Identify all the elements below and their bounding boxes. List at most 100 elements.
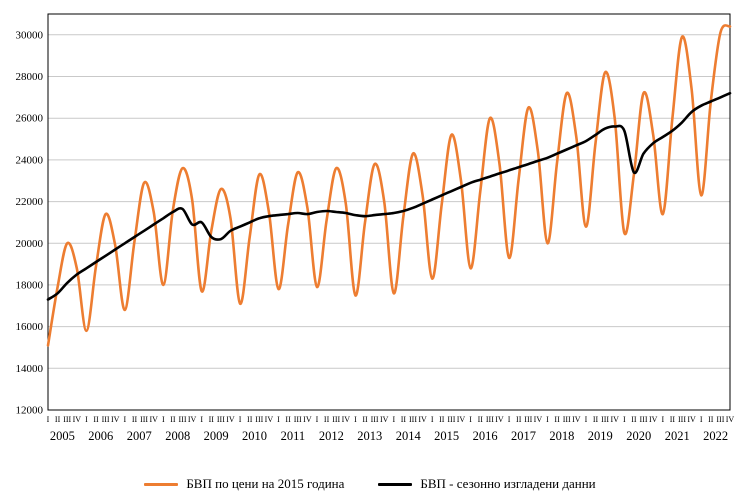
svg-text:2012: 2012	[319, 429, 344, 443]
legend-item-gdp-current: БВП по цени на 2015 година	[144, 476, 344, 492]
svg-text:IV: IV	[726, 415, 735, 424]
svg-text:I: I	[200, 415, 203, 424]
svg-text:III: III	[640, 415, 648, 424]
svg-text:III: III	[678, 415, 686, 424]
svg-text:III: III	[447, 415, 455, 424]
svg-text:IV: IV	[188, 415, 197, 424]
svg-text:III: III	[332, 415, 340, 424]
svg-text:III: III	[486, 415, 494, 424]
svg-text:II: II	[93, 415, 99, 424]
svg-text:IV: IV	[649, 415, 658, 424]
svg-text:IV: IV	[303, 415, 312, 424]
svg-text:IV: IV	[380, 415, 389, 424]
svg-text:III: III	[179, 415, 187, 424]
svg-text:I: I	[392, 415, 395, 424]
svg-text:12000: 12000	[16, 405, 44, 417]
svg-text:2011: 2011	[281, 429, 306, 443]
svg-text:22000: 22000	[16, 196, 44, 208]
svg-text:III: III	[409, 415, 417, 424]
svg-text:II: II	[285, 415, 291, 424]
gdp-current-line-swatch	[144, 482, 179, 486]
chart-plot-area: 12000 14000 16000 18000 20000 22000 24000 26000…	[16, 13, 735, 443]
legend-label-gdp-adjusted: БВП - сезонно изгладени данни	[420, 476, 596, 491]
svg-text:IV: IV	[149, 415, 158, 424]
svg-text:III: III	[255, 415, 263, 424]
svg-text:I: I	[162, 415, 165, 424]
svg-text:2014: 2014	[396, 429, 422, 443]
svg-text:II: II	[132, 415, 138, 424]
svg-text:II: II	[401, 415, 407, 424]
svg-text:II: II	[670, 415, 676, 424]
svg-text:IV: IV	[342, 415, 351, 424]
svg-text:2007: 2007	[127, 429, 152, 443]
svg-text:IV: IV	[534, 415, 543, 424]
y-axis-labels: 12000 14000 16000 18000 20000 22000 24000 26000…	[16, 29, 44, 416]
svg-text:2019: 2019	[588, 429, 613, 443]
svg-text:14000: 14000	[16, 363, 44, 375]
svg-text:2009: 2009	[204, 429, 229, 443]
gridlines	[48, 34, 730, 369]
svg-text:I: I	[47, 415, 50, 424]
svg-text:26000: 26000	[16, 113, 44, 125]
svg-text:I: I	[123, 415, 126, 424]
svg-text:IV: IV	[265, 415, 274, 424]
svg-text:III: III	[716, 415, 724, 424]
svg-text:IV: IV	[610, 415, 619, 424]
series-line-0	[46, 24, 732, 347]
svg-text:III: III	[371, 415, 379, 424]
svg-text:II: II	[362, 415, 368, 424]
svg-text:IV: IV	[495, 415, 504, 424]
svg-text:I: I	[85, 415, 88, 424]
svg-text:18000: 18000	[16, 279, 44, 291]
svg-text:II: II	[708, 415, 714, 424]
svg-text:I: I	[469, 415, 472, 424]
svg-text:24000: 24000	[16, 154, 44, 166]
svg-text:2018: 2018	[549, 429, 574, 443]
chart-legend: БВП по цени на 2015 година БВП - сезонно…	[0, 476, 740, 492]
svg-text:2017: 2017	[511, 429, 536, 443]
svg-text:III: III	[563, 415, 571, 424]
svg-text:I: I	[316, 415, 319, 424]
svg-text:IV: IV	[457, 415, 466, 424]
svg-text:2010: 2010	[242, 429, 267, 443]
svg-text:IV: IV	[73, 415, 82, 424]
svg-text:20000: 20000	[16, 238, 44, 250]
svg-text:II: II	[55, 415, 61, 424]
legend-label-gdp-current: БВП по цени на 2015 година	[186, 476, 345, 491]
x-axis-quarter-labels: I II III IV I II III IV I II III IV I II III IV I II III IV…	[47, 415, 735, 424]
chart-canvas: 12000 14000 16000 18000 20000 22000 24000 26000…	[16, 13, 735, 443]
svg-text:I: I	[585, 415, 588, 424]
svg-text:2016: 2016	[473, 429, 498, 443]
svg-text:30000: 30000	[16, 29, 44, 41]
svg-text:28000: 28000	[16, 71, 44, 83]
legend-item-gdp-adjusted: БВП - сезонно изгладени данни	[378, 476, 596, 492]
svg-text:III: III	[294, 415, 302, 424]
svg-text:IV: IV	[418, 415, 427, 424]
svg-text:II: II	[170, 415, 176, 424]
svg-text:III: III	[63, 415, 71, 424]
svg-text:II: II	[478, 415, 484, 424]
svg-text:II: II	[631, 415, 637, 424]
svg-text:II: II	[209, 415, 215, 424]
plot-border	[47, 13, 731, 411]
svg-text:III: III	[217, 415, 225, 424]
svg-text:I: I	[508, 415, 511, 424]
svg-text:III: III	[140, 415, 148, 424]
svg-text:II: II	[439, 415, 445, 424]
svg-text:2008: 2008	[165, 429, 190, 443]
svg-text:2020: 2020	[626, 429, 651, 443]
series-line-1	[46, 91, 732, 301]
svg-text:2022: 2022	[703, 429, 728, 443]
svg-text:II: II	[516, 415, 522, 424]
svg-text:2015: 2015	[434, 429, 459, 443]
svg-text:2021: 2021	[665, 429, 690, 443]
svg-text:III: III	[102, 415, 110, 424]
svg-text:I: I	[700, 415, 703, 424]
svg-text:I: I	[546, 415, 549, 424]
svg-text:III: III	[601, 415, 609, 424]
svg-text:2006: 2006	[88, 429, 113, 443]
svg-text:I: I	[354, 415, 357, 424]
svg-text:IV: IV	[226, 415, 235, 424]
svg-text:IV: IV	[687, 415, 696, 424]
